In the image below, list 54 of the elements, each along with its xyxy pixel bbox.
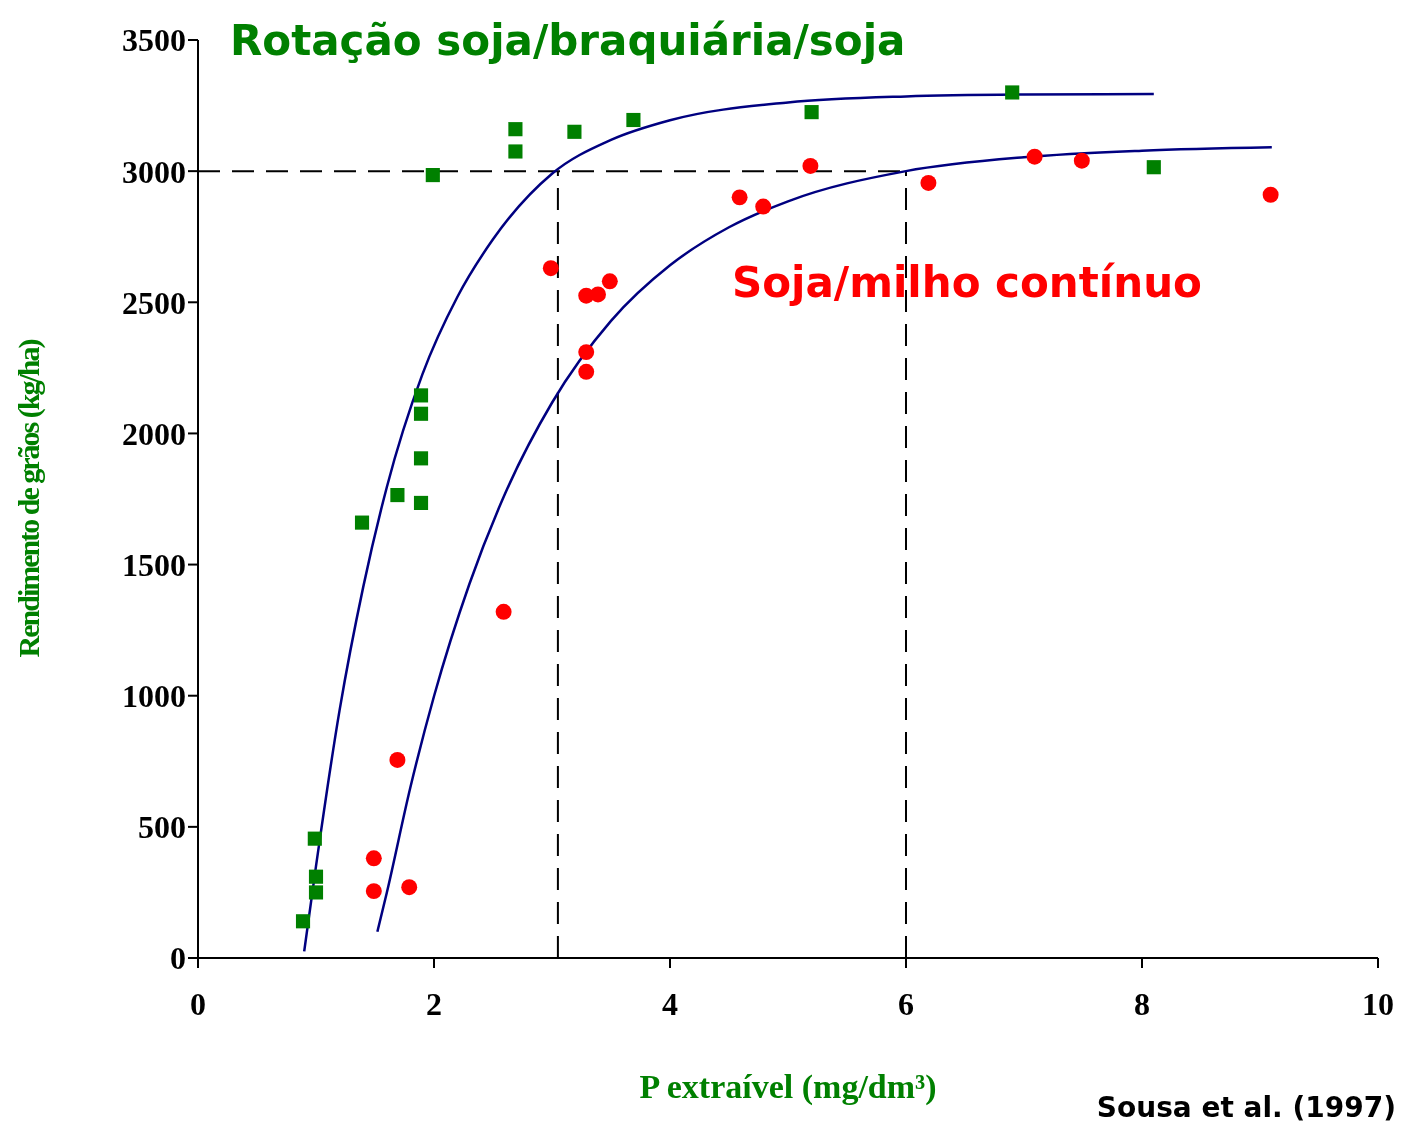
point [308,869,324,884]
x-tick-label: 6 [898,985,914,1022]
point [1146,160,1161,175]
point [295,914,311,929]
y-axis-title: Rendimento de grãos (kg/ha) [11,339,46,658]
point [413,388,429,403]
point [1073,152,1090,169]
x-tick-label: 2 [426,985,442,1022]
x-tick-label: 10 [1362,985,1394,1022]
series-label: Soja/milho contínuo [732,258,1202,307]
point [307,831,322,846]
point [578,344,595,361]
y-tick-label: 3500 [122,22,186,59]
point [508,144,523,159]
x-axis-title: P extraível (mg/dm³) [639,1068,937,1106]
y-tick-label: 3000 [122,153,186,190]
point [413,451,429,466]
point [920,174,937,191]
y-tick-label: 2000 [122,415,186,452]
point [365,850,382,867]
point [390,487,405,503]
text: Rotação soja/braquiária/soja [230,16,906,65]
point [590,286,606,303]
point [495,603,512,620]
y-tick-label: 500 [138,809,186,846]
text: Sousa et al. (1997) [1096,1091,1396,1124]
line-series [376,146,1274,934]
point [802,157,819,174]
x-tick-label: 8 [1134,985,1150,1022]
point [401,879,418,896]
point [601,273,618,290]
point [804,105,819,120]
point [1262,186,1279,203]
y-tick-label: 1500 [122,546,186,583]
point [731,189,748,206]
point [567,124,582,139]
point [1005,85,1020,100]
point [413,495,429,511]
point [542,260,559,277]
point [755,198,772,215]
y-tick-label: 2500 [122,284,186,321]
point [626,112,641,128]
point [365,883,382,900]
point [413,406,429,421]
point [508,122,523,137]
point [1026,148,1043,165]
point [425,168,440,183]
point [354,515,370,530]
x-tick-label: 4 [662,985,678,1022]
point [389,752,406,768]
y-tick-label: 0 [170,940,186,977]
y-tick-label: 1000 [122,678,186,715]
point [308,885,324,900]
point [578,363,595,380]
